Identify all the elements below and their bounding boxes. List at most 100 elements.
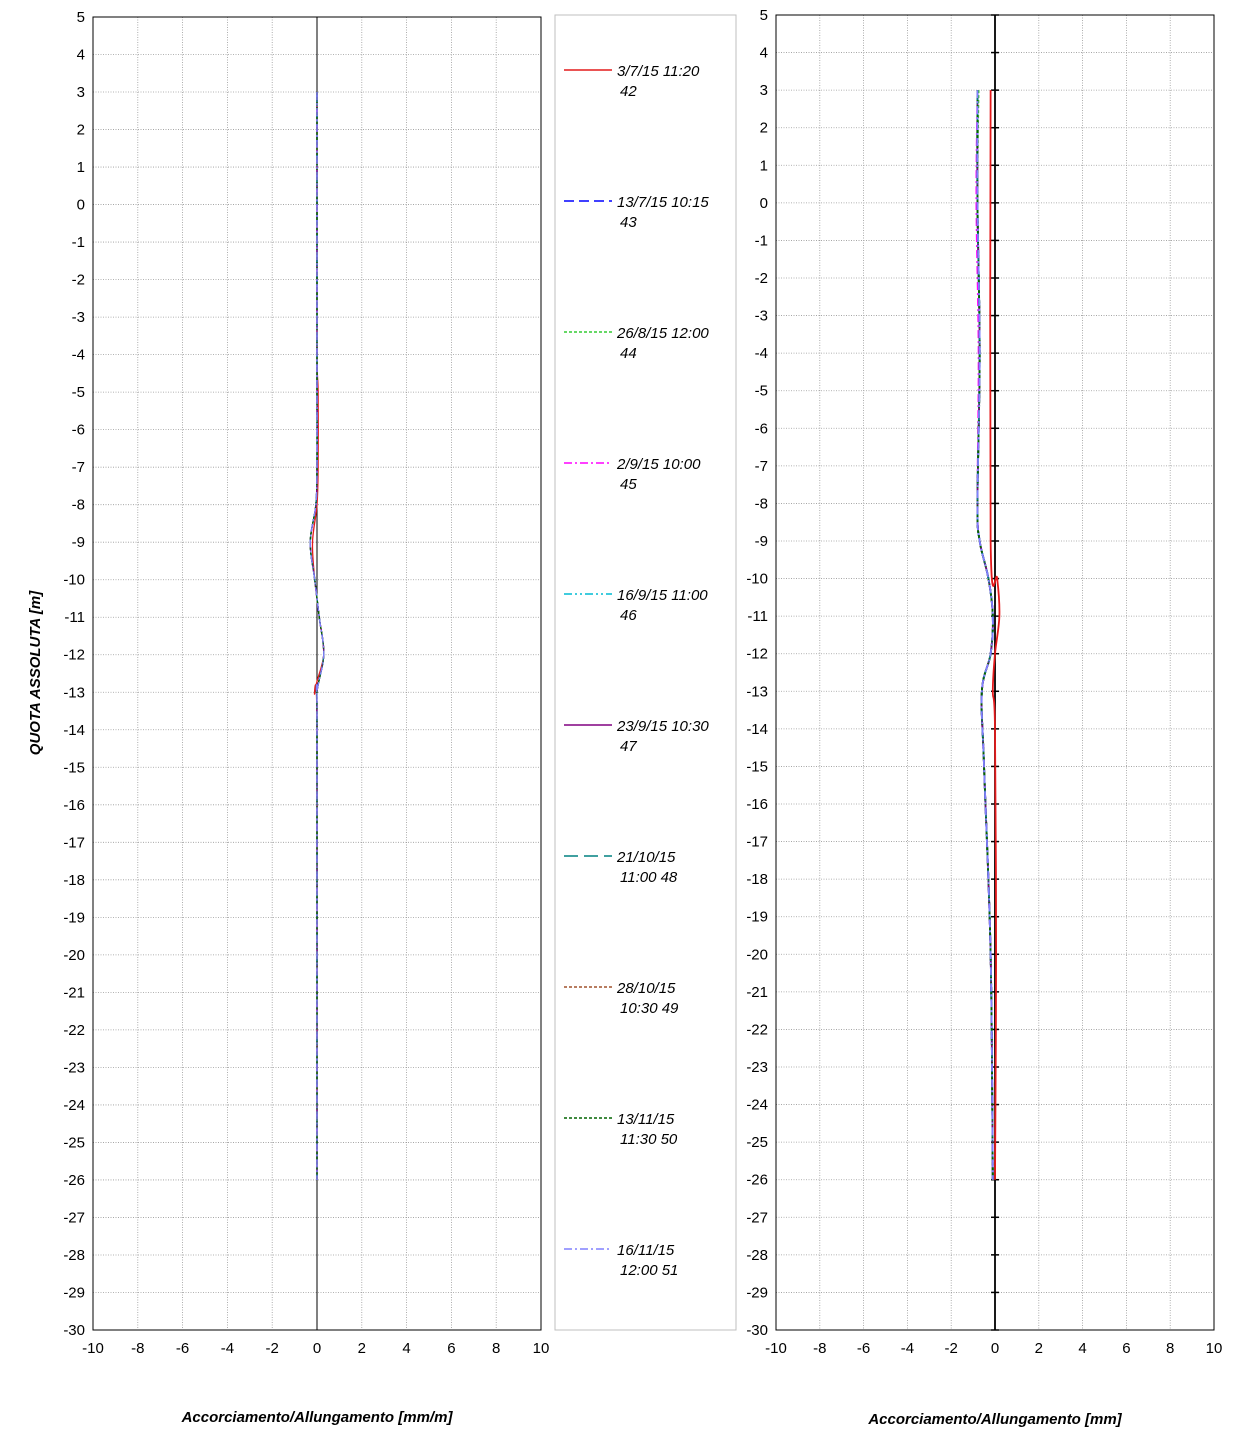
y-tick-label: -27 (63, 1209, 85, 1226)
y-tick-label: 1 (77, 159, 85, 176)
legend-item: 23/9/15 10:30 47 (564, 718, 709, 755)
y-tick-label: -17 (63, 834, 85, 851)
y-tick-label: -19 (63, 909, 85, 926)
y-tick-label: -8 (755, 495, 768, 512)
series-group (975, 90, 1001, 1180)
x-tick-label: 0 (991, 1340, 999, 1357)
x-tick-label: 6 (1122, 1340, 1130, 1357)
y-tick-label: -1 (755, 232, 768, 249)
y-tick-label: -9 (72, 534, 85, 551)
legend-label: 42 (620, 83, 637, 100)
y-tick-label: -4 (72, 347, 85, 364)
y-tick-label: -28 (746, 1247, 768, 1264)
y-tick-label: -29 (746, 1284, 768, 1301)
y-tick-label: -3 (755, 308, 768, 325)
chart-panel-1: 543210-1-2-3-4-5-6-7-8-9-10-11-12-13-14-… (27, 9, 549, 1426)
y-tick-label: -27 (746, 1209, 768, 1226)
legend-label: 26/8/15 12:00 (616, 325, 709, 342)
y-tick-label: -19 (746, 909, 768, 926)
legend-label: 16/11/15 (617, 1242, 675, 1259)
legend-item: 13/7/15 10:15 43 (564, 194, 709, 231)
legend-label: 23/9/15 10:30 (616, 718, 709, 735)
y-tick-label: 5 (77, 9, 85, 26)
legend-item: 2/9/15 10:00 45 (564, 456, 701, 493)
legend-label: 44 (620, 345, 637, 362)
y-tick-label: -11 (64, 609, 85, 626)
series-line (309, 92, 325, 1180)
y-tick-label: -5 (72, 384, 85, 401)
y-tick-label: -20 (746, 946, 768, 963)
y-tick-label: -5 (755, 383, 768, 400)
legend-label: 21/10/15 (616, 849, 676, 866)
y-tick-label: -9 (755, 533, 768, 550)
x-axis-title: Accorciamento/Allungamento [mm/m] (181, 1409, 454, 1426)
series-line (989, 90, 1001, 1180)
x-tick-label: -8 (813, 1340, 826, 1357)
y-tick-label: -16 (746, 796, 768, 813)
x-tick-label: 2 (1035, 1340, 1043, 1357)
x-tick-label: 4 (402, 1340, 410, 1357)
y-tick-label: -12 (746, 646, 768, 663)
legend-item: 26/8/15 12:00 44 (564, 325, 709, 362)
y-tick-label: -6 (755, 420, 768, 437)
y-tick-label: -10 (746, 571, 768, 588)
x-tick-label: -6 (857, 1340, 870, 1357)
grid (775, 14, 1215, 1331)
y-tick-label: -15 (746, 758, 768, 775)
x-tick-label: -10 (82, 1340, 104, 1357)
y-tick-label: -13 (746, 683, 768, 700)
legend-label: 12:00 51 (620, 1262, 678, 1279)
legend-item: 16/11/15 12:00 51 (564, 1242, 678, 1279)
x-tick-label: 8 (492, 1340, 500, 1357)
legend-label: 11:00 48 (620, 869, 678, 886)
y-tick-label: -26 (63, 1172, 85, 1189)
legend: 3/7/15 11:20 42 13/7/15 10:15 43 26/8/15 12:… (554, 14, 737, 1331)
y-tick-label: -23 (746, 1059, 768, 1076)
series-group (309, 92, 325, 1180)
y-tick-label: -18 (63, 872, 85, 889)
y-tick-label: -23 (63, 1059, 85, 1076)
x-tick-label: -4 (221, 1340, 234, 1357)
y-tick-label: -2 (755, 270, 768, 287)
y-tick-label: -6 (72, 422, 85, 439)
x-tick-label: 4 (1078, 1340, 1086, 1357)
x-tick-label: 10 (1206, 1340, 1223, 1357)
x-tick-label: -4 (901, 1340, 914, 1357)
y-tick-label: -2 (72, 272, 85, 289)
chart-panel-2: 543210-1-2-3-4-5-6-7-8-9-10-11-12-13-14-… (746, 7, 1222, 1428)
legend-item: 28/10/15 10:30 49 (564, 980, 679, 1017)
y-tick-label: -25 (63, 1134, 85, 1151)
legend-item: 16/9/15 11:00 46 (564, 587, 708, 624)
y-tick-label: -17 (746, 834, 768, 851)
y-tick-label: -7 (755, 458, 768, 475)
series-line (976, 90, 994, 1180)
x-tick-label: -10 (765, 1340, 787, 1357)
y-tick-label: -14 (746, 721, 768, 738)
y-tick-label: -3 (72, 309, 85, 326)
y-tick-label: -30 (746, 1322, 768, 1339)
x-tick-label: -2 (266, 1340, 279, 1357)
y-tick-label: -15 (63, 759, 85, 776)
y-tick-label: -11 (747, 608, 768, 625)
y-tick-label: -4 (755, 345, 768, 362)
y-tick-label: 4 (77, 47, 85, 64)
legend-label: 3/7/15 11:20 (617, 63, 700, 80)
y-tick-label: -7 (72, 459, 85, 476)
y-tick-label: -25 (746, 1134, 768, 1151)
x-tick-label: 8 (1166, 1340, 1174, 1357)
y-tick-label: -18 (746, 871, 768, 888)
legend-label: 11:30 50 (620, 1131, 678, 1148)
y-tick-label: 2 (77, 122, 85, 139)
grid (92, 16, 542, 1331)
legend-label: 47 (620, 738, 637, 755)
y-tick-label: -24 (63, 1097, 85, 1114)
y-tick-label: 0 (77, 197, 85, 214)
y-tick-label: -10 (63, 572, 85, 589)
y-tick-label: -12 (63, 647, 85, 664)
y-tick-label: -8 (72, 497, 85, 514)
legend-label: 45 (620, 476, 637, 493)
y-tick-label: -14 (63, 722, 85, 739)
y-tick-label: -13 (63, 684, 85, 701)
y-tick-label: -24 (746, 1097, 768, 1114)
x-tick-label: -8 (131, 1340, 144, 1357)
